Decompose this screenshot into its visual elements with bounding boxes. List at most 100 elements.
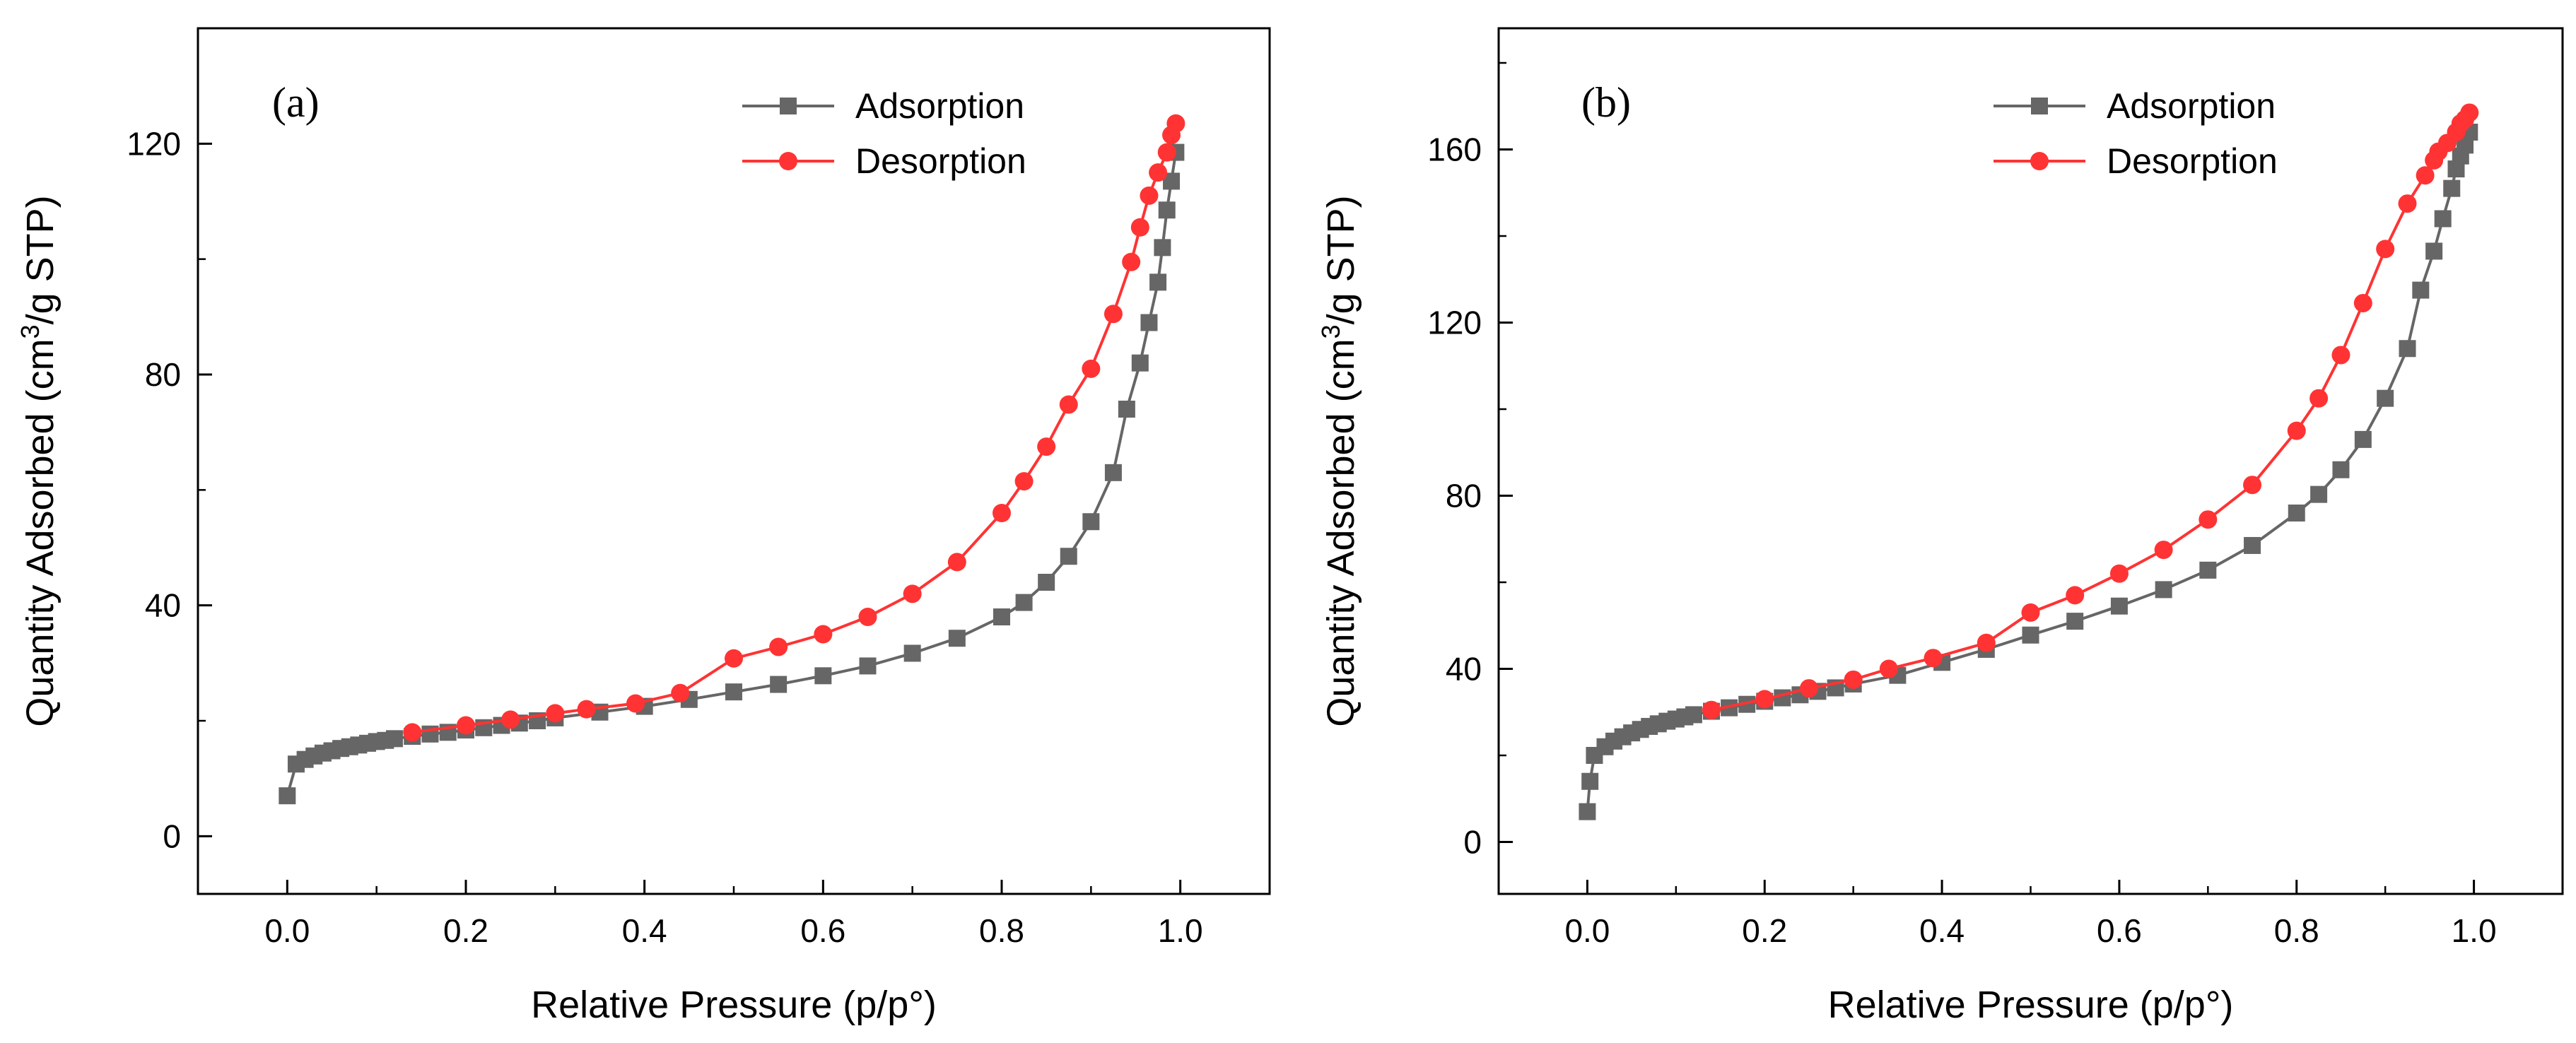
data-point: [1755, 690, 1774, 709]
y-tick-label: 0: [163, 818, 181, 854]
data-point: [2310, 485, 2328, 503]
legend-marker: [2030, 152, 2049, 170]
data-point: [2354, 430, 2372, 448]
data-point: [501, 710, 520, 729]
data-point: [2377, 389, 2394, 407]
data-point: [2376, 240, 2395, 259]
data-point: [1082, 359, 1101, 378]
data-point: [725, 683, 742, 701]
y-tick-label: 40: [1446, 651, 1482, 688]
data-point: [1104, 464, 1122, 481]
x-axis-title: Relative Pressure (p/p°): [531, 984, 937, 1026]
data-point: [1037, 437, 1056, 456]
panel-label: (a): [272, 79, 320, 126]
data-point: [1131, 354, 1149, 372]
data-point: [2110, 597, 2128, 615]
data-point: [671, 683, 690, 702]
data-point: [903, 584, 922, 603]
series-line: [1711, 112, 2471, 712]
data-point: [2243, 476, 2262, 495]
data-point: [1774, 689, 1791, 707]
data-point: [947, 553, 966, 572]
x-tick-label: 0.2: [443, 912, 488, 949]
legend-item-adsorption: Adsorption: [1994, 86, 2276, 126]
data-point: [1844, 670, 1863, 689]
data-point: [2154, 541, 2173, 560]
data-point: [1162, 126, 1181, 145]
data-point: [546, 704, 565, 723]
data-point: [1977, 633, 1996, 652]
data-point: [1060, 548, 1077, 565]
data-point: [1924, 649, 1943, 668]
x-axis-title: Relative Pressure (p/p°): [1828, 984, 2234, 1026]
data-point: [858, 608, 877, 626]
y-axis-title: Quantity Adsorbed (cm3/g STP): [1316, 195, 1362, 726]
legend-marker: [2031, 98, 2048, 114]
data-point: [2398, 194, 2417, 213]
data-point: [1702, 700, 1721, 719]
legend-label: Adsorption: [855, 86, 1024, 126]
y-tick-label: 80: [1446, 478, 1482, 514]
data-point: [385, 730, 403, 748]
data-point: [2416, 166, 2435, 185]
data-point: [2022, 626, 2039, 644]
x-tick-label: 0.0: [1564, 912, 1610, 949]
data-point: [1038, 574, 1055, 591]
x-tick-label: 0.2: [1742, 912, 1787, 949]
data-point: [1158, 201, 1176, 219]
y-tick-label: 0: [1463, 824, 1482, 861]
data-point: [769, 637, 788, 656]
x-tick-label: 1.0: [2452, 912, 2497, 949]
y-tick-label: 40: [145, 587, 181, 624]
series-desorption: [403, 114, 1185, 742]
data-point: [2412, 281, 2430, 299]
legend-label: Desorption: [2107, 141, 2278, 181]
legend-item-desorption: Desorption: [742, 141, 1026, 181]
y-tick-label: 120: [127, 125, 181, 162]
data-point: [2425, 151, 2444, 170]
data-point: [1130, 218, 1149, 237]
x-tick-label: 0.6: [2097, 912, 2142, 949]
data-point: [2332, 461, 2350, 478]
data-point: [903, 644, 921, 662]
data-point: [1685, 706, 1702, 724]
y-tick-label: 80: [145, 356, 181, 393]
data-point: [1059, 395, 1078, 414]
data-point: [1082, 513, 1100, 531]
data-point: [2434, 210, 2452, 228]
data-point: [1154, 239, 1171, 257]
x-tick-label: 0.4: [622, 912, 667, 949]
x-tick-label: 0.8: [979, 912, 1024, 949]
data-point: [2288, 505, 2305, 522]
data-point: [1149, 163, 1168, 182]
panel-label: (b): [1581, 79, 1631, 126]
data-point: [457, 716, 475, 735]
data-point: [993, 608, 1010, 625]
legend-label: Desorption: [855, 141, 1026, 181]
chart-panel-1: 0.0 0.2 0.4 0.6 0.8 1.0 0 40 80 120 Relative Press…: [16, 27, 1271, 1026]
data-point: [1799, 679, 1818, 698]
y-tick-label: 160: [1427, 131, 1482, 168]
data-point: [2244, 536, 2261, 554]
data-point: [2309, 389, 2329, 408]
series-line: [411, 123, 1178, 734]
data-point: [814, 625, 833, 644]
data-point: [1149, 273, 1167, 291]
data-point: [814, 667, 832, 685]
legend-item-desorption: Desorption: [1994, 141, 2278, 181]
data-point: [577, 700, 596, 719]
chart-panel-2: 0.0 0.2 0.4 0.6 0.8 1.0 0 40 80 120 160 Relative Pr…: [1316, 27, 2564, 1026]
data-point: [279, 787, 296, 805]
data-point: [2066, 613, 2084, 630]
data-point: [403, 723, 422, 742]
data-point: [2399, 340, 2416, 358]
data-point: [2066, 586, 2085, 605]
data-point: [1122, 252, 1141, 271]
x-tick-label: 0.8: [2274, 912, 2319, 949]
data-point: [2287, 421, 2306, 440]
data-point: [1157, 143, 1176, 162]
data-point: [1879, 659, 1898, 678]
data-point: [1140, 186, 1159, 205]
legend-marker: [780, 98, 797, 114]
